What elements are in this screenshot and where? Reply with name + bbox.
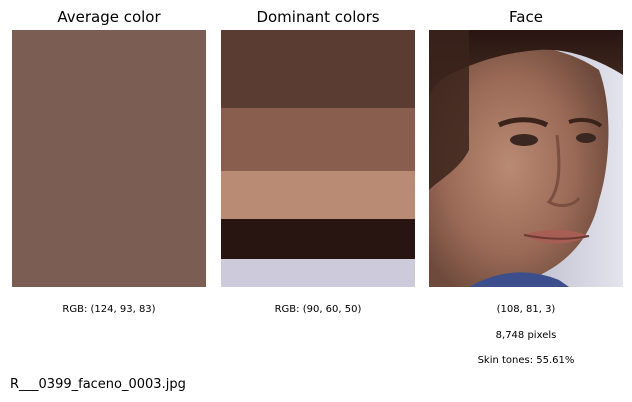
average-color-swatch (12, 30, 206, 287)
face-image (429, 30, 623, 287)
dominant-color-stripe (221, 218, 415, 259)
dominant-color-stripe (221, 30, 415, 109)
dominant-color-stripe (221, 108, 415, 171)
dominant-color-stripe (221, 258, 415, 287)
average-color-title: Average color (57, 8, 161, 26)
image-filename: R___0399_faceno_0003.jpg (10, 377, 186, 392)
face-pixel-count: 8,748 pixels (495, 330, 557, 341)
skin-tone-percentage: Skin tones: 55.61% (477, 355, 575, 366)
face-rgb-caption: (108, 81, 3) (496, 304, 556, 315)
dominant-colors-stack (221, 30, 415, 287)
dominant-colors-title: Dominant colors (256, 8, 380, 26)
dominant-rgb-caption: RGB: (90, 60, 50) (274, 304, 362, 315)
dominant-color-stripe (221, 170, 415, 219)
face-title: Face (509, 8, 543, 26)
average-rgb-caption: RGB: (124, 93, 83) (62, 304, 156, 315)
